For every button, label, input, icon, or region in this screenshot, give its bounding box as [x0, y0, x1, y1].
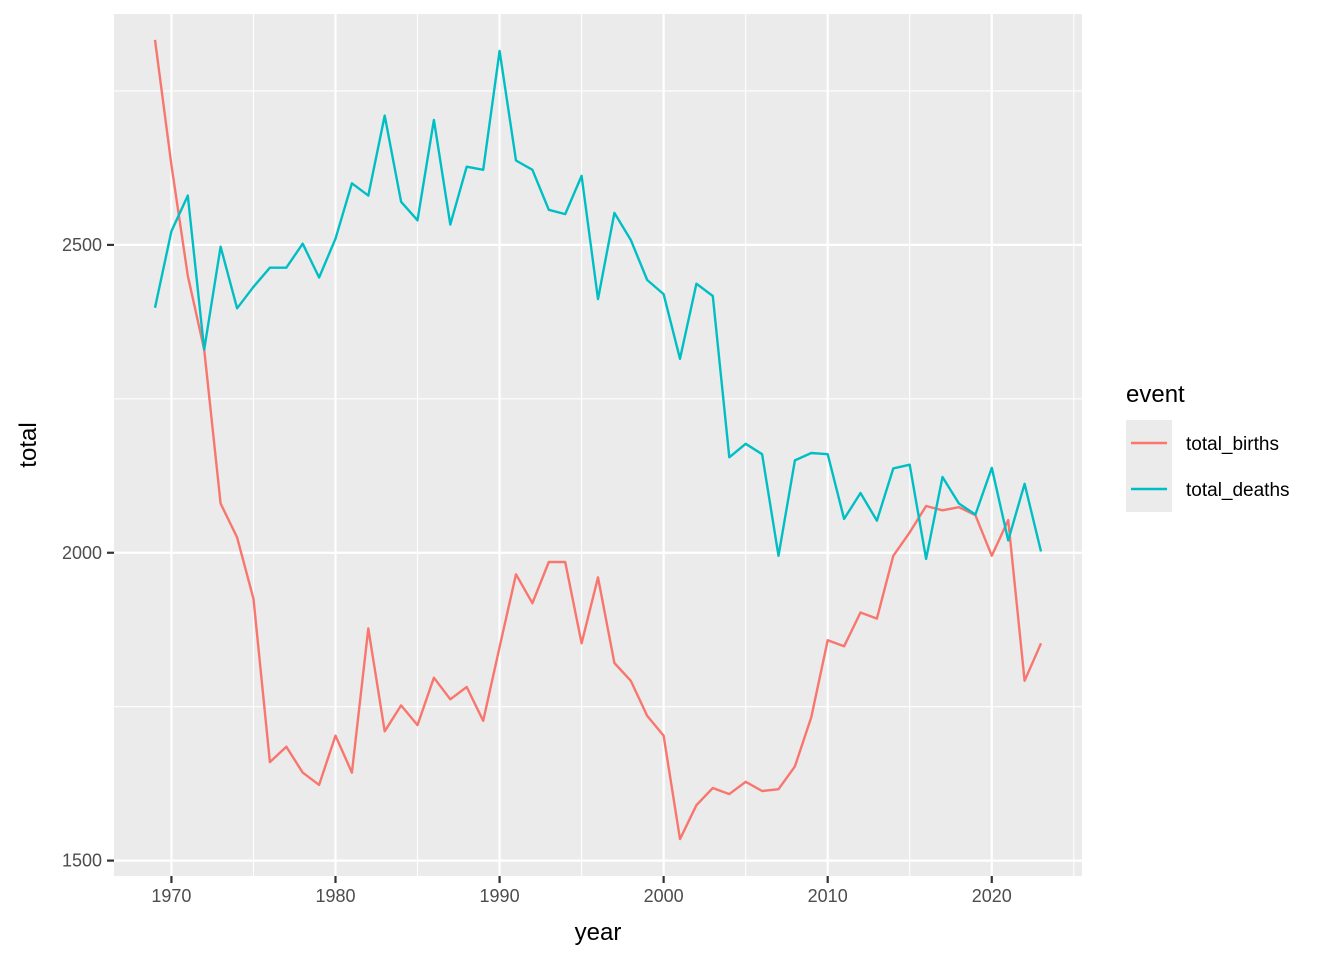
y-tick-label: 2500 [62, 235, 102, 255]
series-line-total-births [153, 39, 1043, 841]
x-tick-label: 1980 [315, 886, 355, 906]
series-line-total-deaths [153, 49, 1043, 561]
legend-label: total_births [1186, 434, 1279, 455]
minor-gridlines [114, 14, 1082, 876]
y-tick-label: 1500 [62, 851, 102, 871]
y-axis-title: total [15, 422, 42, 467]
legend-label: total_deaths [1186, 480, 1290, 501]
x-tick-label: 2020 [972, 886, 1012, 906]
legend-items: total_births total_deaths [1126, 420, 1290, 512]
x-tick-label: 1970 [151, 886, 191, 906]
x-tick-label: 2010 [808, 886, 848, 906]
x-tick-label: 1990 [480, 886, 520, 906]
x-axis-title: year [575, 919, 622, 946]
x-tick-label: 2000 [644, 886, 684, 906]
x-axis: 1970 1980 1990 2000 2010 2020 [151, 876, 1012, 906]
legend-title: event [1126, 381, 1185, 408]
major-gridlines [114, 14, 1082, 876]
series-lines [153, 39, 1043, 841]
y-axis: 1500 2000 2500 [62, 235, 114, 871]
legend: event total_births total_deaths [1126, 381, 1290, 512]
y-tick-label: 2000 [62, 543, 102, 563]
plot-panel [114, 14, 1082, 876]
